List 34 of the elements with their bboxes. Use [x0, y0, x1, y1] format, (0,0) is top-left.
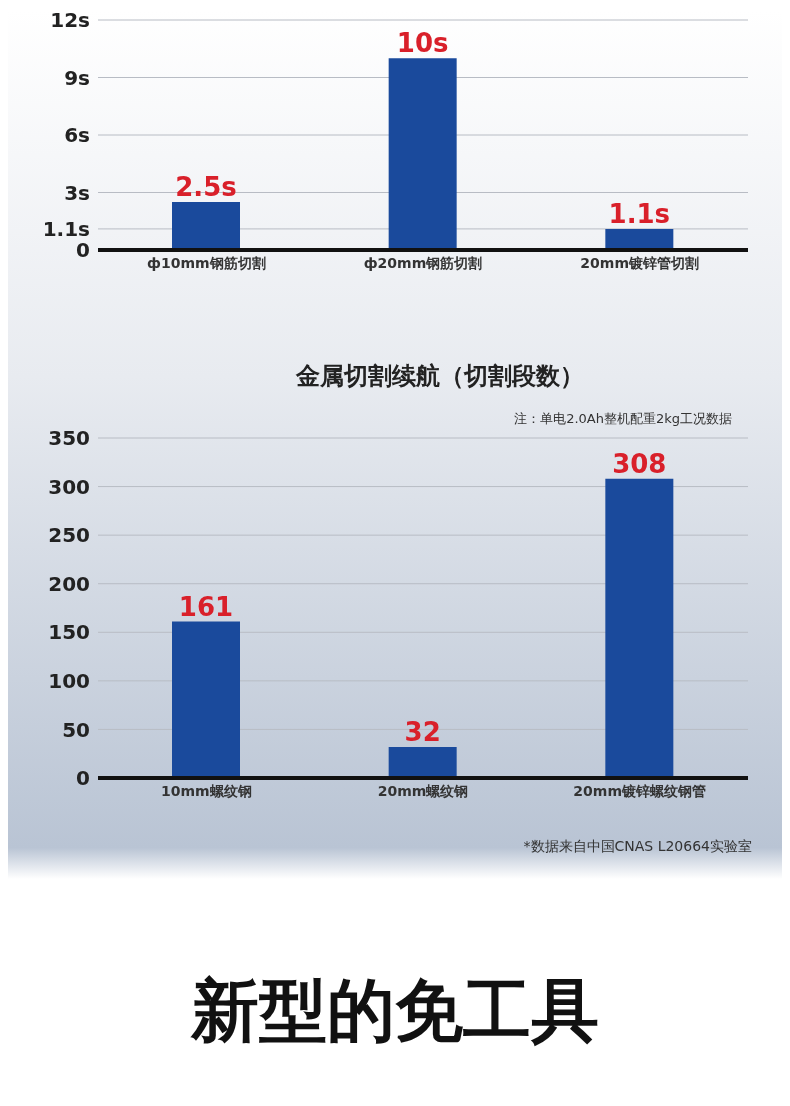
text: *数据来自中国CNAS L20664实验室: [522, 838, 753, 856]
x-tick-label: 20mm镀锌管切割: [580, 254, 699, 271]
chart-subtitle: 注：单电2.0Ah整机配重2kg工况数据: [513, 410, 733, 428]
bar: [172, 202, 240, 250]
data-label: 1.1s: [608, 198, 671, 229]
y-tick-label: 6s: [64, 123, 90, 148]
y-tick-label: 150: [48, 620, 90, 645]
data-label: 32: [404, 716, 441, 747]
y-tick-label: 250: [48, 523, 90, 548]
chart-title: 金属切割续航（切割段数）: [295, 361, 585, 392]
y-tick-label: 100: [48, 668, 90, 693]
data-label: 10s: [396, 28, 449, 59]
x-tick-label: 10mm螺纹钢: [161, 782, 252, 799]
y-tick-label: 3s: [64, 180, 90, 205]
data-label: 161: [178, 591, 234, 622]
y-tick-label: 350: [48, 426, 90, 451]
text: 新型的免工具: [189, 970, 600, 1052]
y-tick-label: 300: [48, 474, 90, 499]
y-tick-label: 12s: [50, 8, 90, 33]
bar: [605, 478, 674, 778]
y-tick-label: 0: [76, 766, 90, 791]
bar: [388, 746, 457, 778]
bar: [605, 228, 674, 250]
x-tick-label: ф10mm钢筋切割: [147, 254, 266, 271]
y-tick-label: 50: [62, 717, 90, 742]
data-label: 308: [612, 448, 667, 479]
x-tick-label: 20mm镀锌螺纹钢管: [573, 782, 706, 799]
x-tick-label: 20mm螺纹钢: [377, 782, 469, 799]
y-tick-label: 9s: [64, 65, 90, 90]
bar: [172, 621, 240, 778]
data-label: 2.5s: [175, 172, 237, 203]
y-tick-label: 200: [48, 571, 90, 596]
x-tick-label: ф20mm钢筋切割: [363, 254, 483, 271]
bar: [388, 58, 457, 250]
